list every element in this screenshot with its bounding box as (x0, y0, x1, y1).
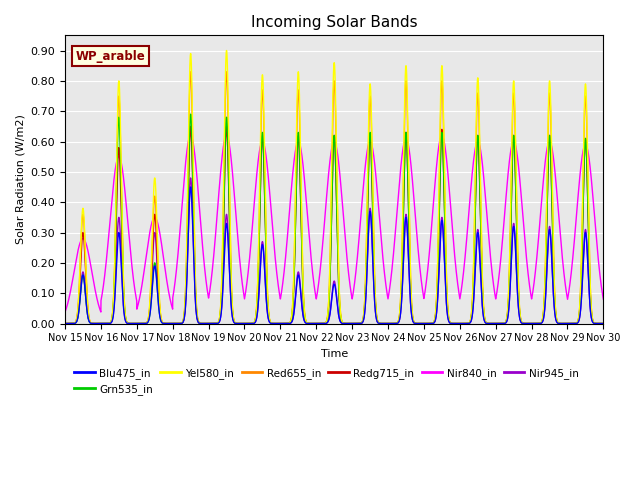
Redg715_in (171, 321, 179, 326)
Nir840_in (263, 157, 271, 163)
Blu475_in (485, 321, 493, 326)
Yel580_in (61, 321, 69, 326)
Grn535_in (600, 321, 607, 326)
Red655_in (598, 321, 605, 326)
Red655_in (187, 69, 195, 75)
Redg715_in (408, 313, 416, 319)
Nir840_in (171, 283, 179, 289)
Nir945_in (187, 175, 195, 181)
Nir945_in (61, 321, 69, 326)
Red655_in (263, 263, 271, 269)
Nir840_in (485, 236, 493, 242)
Line: Yel580_in: Yel580_in (65, 50, 604, 324)
Grn535_in (485, 321, 493, 326)
Yel580_in (177, 321, 184, 326)
Red655_in (177, 321, 184, 326)
Nir840_in (177, 226, 184, 231)
Grn535_in (408, 313, 416, 319)
Red655_in (600, 321, 607, 326)
Red655_in (408, 312, 416, 317)
Red655_in (171, 321, 179, 326)
Nir945_in (312, 321, 320, 326)
Y-axis label: Solar Radiation (W/m2): Solar Radiation (W/m2) (15, 115, 25, 244)
Redg715_in (600, 321, 607, 326)
Nir945_in (485, 321, 493, 326)
Nir840_in (187, 132, 195, 138)
Line: Nir945_in: Nir945_in (65, 178, 604, 324)
Blu475_in (600, 321, 607, 326)
Legend: Blu475_in, Grn535_in, Yel580_in, Red655_in, Redg715_in, Nir840_in, Nir945_in: Blu475_in, Grn535_in, Yel580_in, Red655_… (70, 364, 582, 399)
Nir945_in (177, 321, 184, 326)
Blu475_in (171, 321, 179, 326)
Text: WP_arable: WP_arable (76, 50, 145, 63)
Blu475_in (61, 321, 69, 326)
X-axis label: Time: Time (321, 349, 348, 359)
Line: Redg715_in: Redg715_in (65, 126, 604, 324)
Redg715_in (61, 321, 69, 326)
Nir945_in (598, 321, 605, 326)
Line: Red655_in: Red655_in (65, 72, 604, 324)
Redg715_in (485, 321, 493, 326)
Yel580_in (171, 321, 179, 326)
Blu475_in (312, 321, 320, 326)
Line: Nir840_in: Nir840_in (65, 135, 604, 312)
Nir945_in (409, 317, 417, 323)
Blu475_in (409, 317, 417, 323)
Grn535_in (187, 111, 195, 117)
Red655_in (485, 321, 493, 326)
Nir945_in (600, 321, 607, 326)
Nir840_in (408, 178, 416, 183)
Grn535_in (598, 321, 605, 326)
Nir840_in (600, 297, 607, 302)
Nir945_in (263, 300, 271, 306)
Yel580_in (598, 321, 605, 326)
Nir840_in (598, 285, 605, 290)
Yel580_in (408, 311, 416, 317)
Line: Grn535_in: Grn535_in (65, 114, 604, 324)
Nir840_in (61, 309, 69, 315)
Grn535_in (171, 321, 179, 326)
Blu475_in (263, 301, 271, 307)
Redg715_in (598, 321, 605, 326)
Title: Incoming Solar Bands: Incoming Solar Bands (251, 15, 417, 30)
Redg715_in (263, 275, 271, 280)
Blu475_in (177, 321, 184, 326)
Nir945_in (171, 321, 179, 326)
Yel580_in (600, 321, 607, 326)
Line: Blu475_in: Blu475_in (65, 187, 604, 324)
Yel580_in (263, 260, 271, 265)
Blu475_in (187, 184, 195, 190)
Grn535_in (177, 321, 184, 326)
Redg715_in (177, 321, 184, 326)
Yel580_in (223, 48, 230, 53)
Blu475_in (598, 321, 605, 326)
Redg715_in (187, 123, 195, 129)
Yel580_in (485, 321, 493, 326)
Grn535_in (61, 321, 69, 326)
Grn535_in (263, 274, 271, 279)
Red655_in (61, 321, 69, 326)
